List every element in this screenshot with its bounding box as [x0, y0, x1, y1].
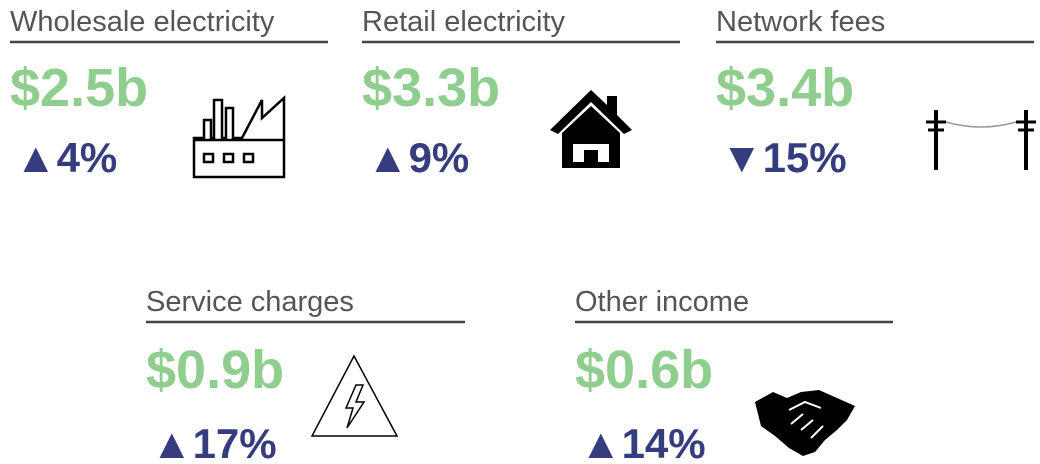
high-voltage-icon — [310, 354, 399, 437]
card: Service charges $0.9b ▲17% — [146, 286, 465, 464]
card-value: $3.4b — [716, 58, 854, 118]
card-value: $3.3b — [362, 58, 500, 118]
card-title: Other income — [575, 286, 749, 318]
card-change: ▼15% — [721, 134, 847, 181]
card-title: Retail electricity — [362, 6, 566, 38]
card-value: $2.5b — [10, 58, 148, 118]
factory-icon — [192, 95, 286, 179]
card-value: $0.9b — [146, 340, 284, 400]
card-change: ▲14% — [580, 420, 706, 464]
card-title: Wholesale electricity — [10, 6, 275, 38]
card-title: Service charges — [146, 286, 354, 318]
card: Network fees $3.4b ▼15% — [716, 6, 1036, 181]
card: Wholesale electricity $2.5b ▲4% — [10, 6, 328, 181]
house-icon — [550, 90, 632, 168]
card-value: $0.6b — [575, 340, 713, 400]
card-title: Network fees — [716, 6, 885, 38]
power-poles-icon — [926, 110, 1036, 170]
handshake-icon — [755, 390, 855, 456]
card-change: ▲4% — [15, 134, 117, 181]
card-change: ▲9% — [367, 134, 469, 181]
card-change: ▲17% — [151, 420, 277, 464]
card: Retail electricity $3.3b ▲9% — [362, 6, 680, 181]
card: Other income $0.6b ▲14% — [575, 286, 893, 464]
